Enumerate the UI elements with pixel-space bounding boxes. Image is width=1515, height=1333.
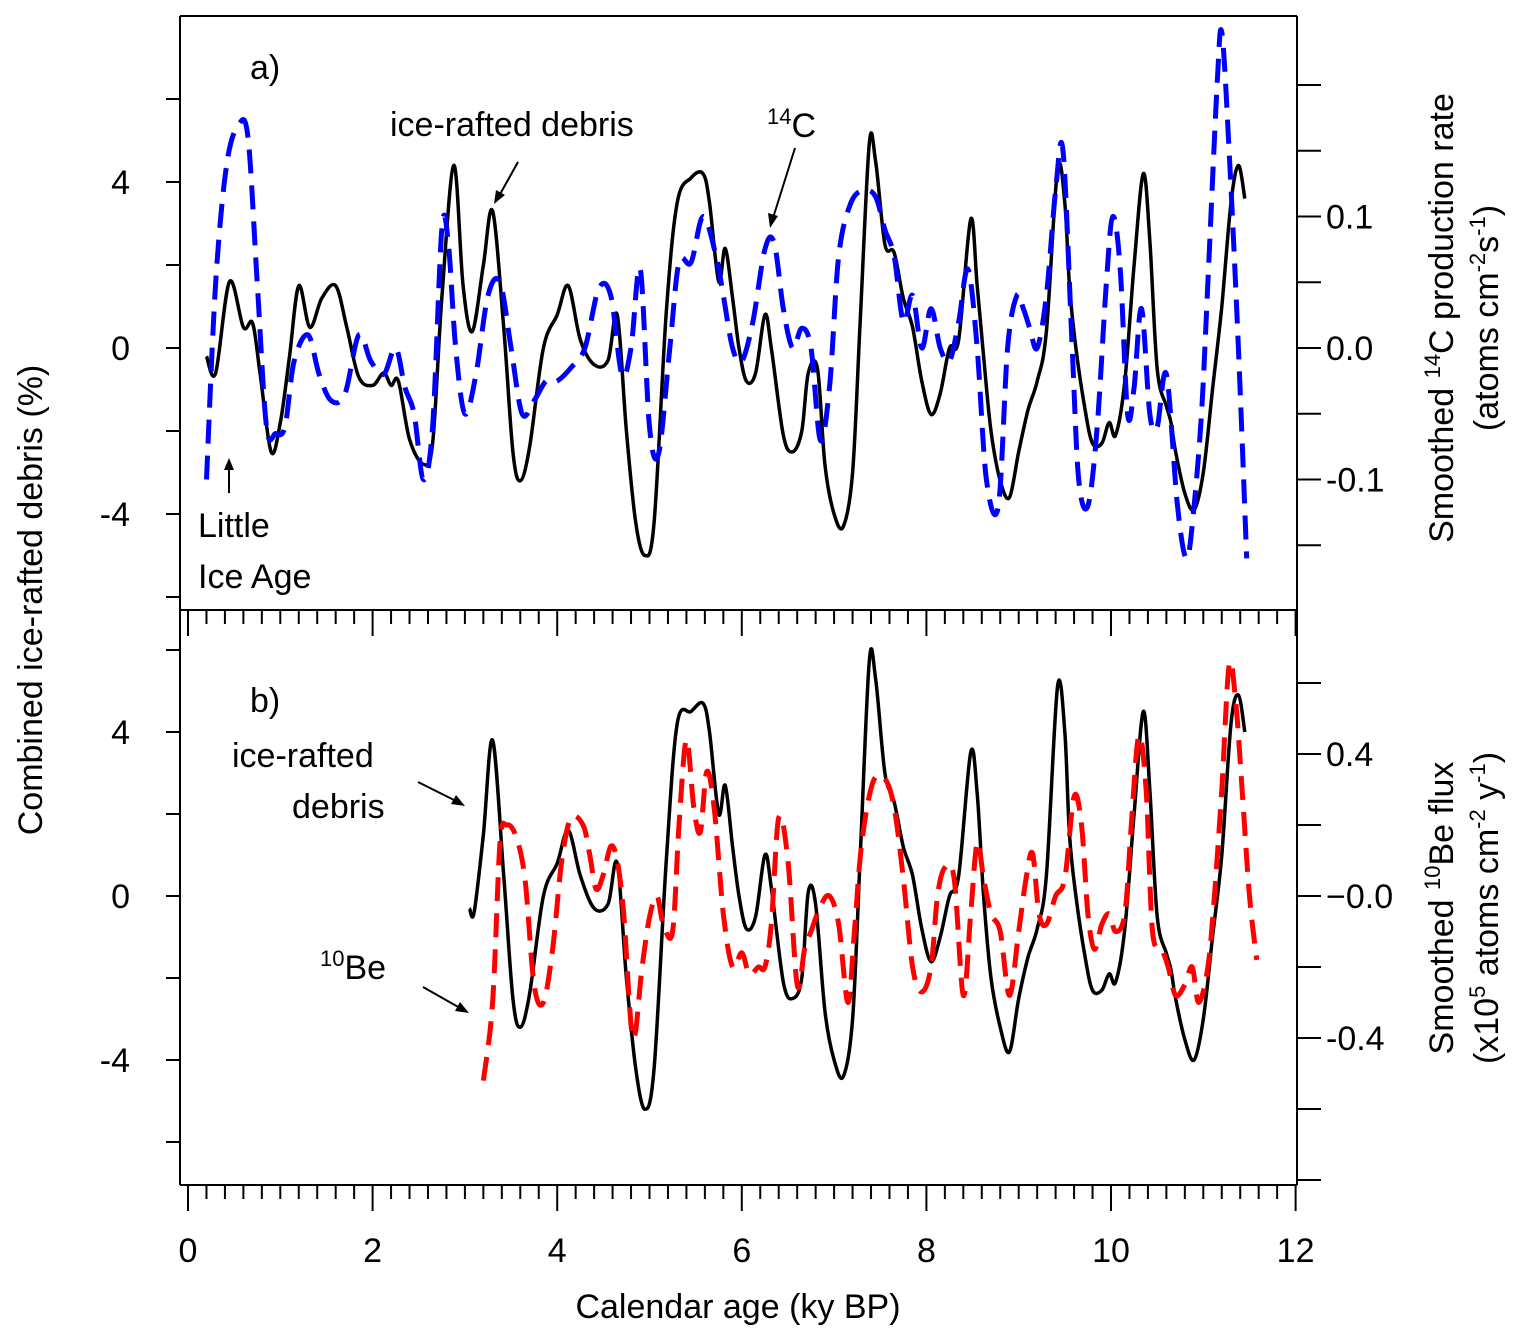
panel-a-lines (204, 27, 1250, 561)
panel-a-ticks: 4 0 -4 0.1 0.0 -0.1 (100, 84, 1385, 598)
panel-b-label: b) (250, 682, 280, 720)
x-tick-label: 2 (363, 1232, 382, 1270)
panel-b-ticks: 4 0 -4 0.4 −0.0 -0.4 (100, 649, 1393, 1181)
arrow-14c (768, 147, 796, 228)
arrow-ird-b (417, 781, 465, 806)
arrow-little-ice-age (224, 458, 234, 493)
series-ird-line-b (467, 647, 1247, 1111)
annotation-lia-line1: Little (198, 507, 270, 545)
x-axis-title: Calendar age (ky BP) (575, 1288, 900, 1326)
right-tick-label-a: 0.1 (1326, 199, 1373, 237)
right-tick-label-a: -0.1 (1326, 462, 1385, 500)
annotation-10be: 10Be (320, 946, 386, 987)
panel-b-lines (467, 647, 1260, 1111)
annotation-ird-b-line1: ice-rafted (232, 737, 374, 775)
y2-unit-a: (atoms cm-2s-1) (1465, 205, 1506, 431)
y-axis-title-left: Combined ice-rafted debris (%) (12, 365, 50, 836)
x-tick-label: 0 (179, 1232, 198, 1270)
right-tick-label-b: 0.4 (1326, 736, 1373, 774)
x-tick-label: 10 (1092, 1232, 1130, 1270)
left-tick-label-b: 4 (111, 714, 130, 752)
x-tick-label: 4 (548, 1232, 567, 1270)
right-tick-label-a: 0.0 (1326, 330, 1373, 368)
left-tick-label-a: -4 (100, 496, 130, 534)
annotation-lia-line2: Ice Age (198, 558, 311, 596)
series-14c-line-a (204, 27, 1250, 561)
x-axis-ticks: 0 2 4 6 8 10 12 (179, 610, 1315, 1270)
right-tick-label-b: -0.4 (1326, 1020, 1385, 1058)
right-tick-label-b: −0.0 (1326, 878, 1393, 916)
x-tick-label: 12 (1277, 1232, 1315, 1270)
panel-b-frame (179, 610, 1298, 1185)
arrow-10be (422, 986, 469, 1013)
panel-a-frame (179, 15, 1298, 610)
left-tick-label-b: 0 (111, 878, 130, 916)
left-tick-label-a: 0 (111, 330, 130, 368)
y2-title-a: Smoothed 14C production rate (1420, 93, 1461, 543)
x-tick-label: 8 (917, 1232, 936, 1270)
x-tick-label: 6 (732, 1232, 751, 1270)
y2-unit-b: (x105 atoms cm-2 y-1) (1465, 752, 1506, 1064)
annotation-ird-b-line2: debris (292, 788, 385, 826)
left-tick-label-b: -4 (100, 1042, 130, 1080)
annotation-14c: 14C (767, 104, 816, 145)
series-10be-line-b (480, 658, 1260, 1081)
panel-a-label: a) (250, 49, 280, 87)
arrow-ird-a (494, 161, 519, 204)
y2-title-b: Smoothed 10Be flux (1420, 762, 1461, 1055)
annotation-ird-a: ice-rafted debris (390, 106, 634, 144)
series-ird-line-a (204, 131, 1247, 558)
left-tick-label-a: 4 (111, 164, 130, 202)
